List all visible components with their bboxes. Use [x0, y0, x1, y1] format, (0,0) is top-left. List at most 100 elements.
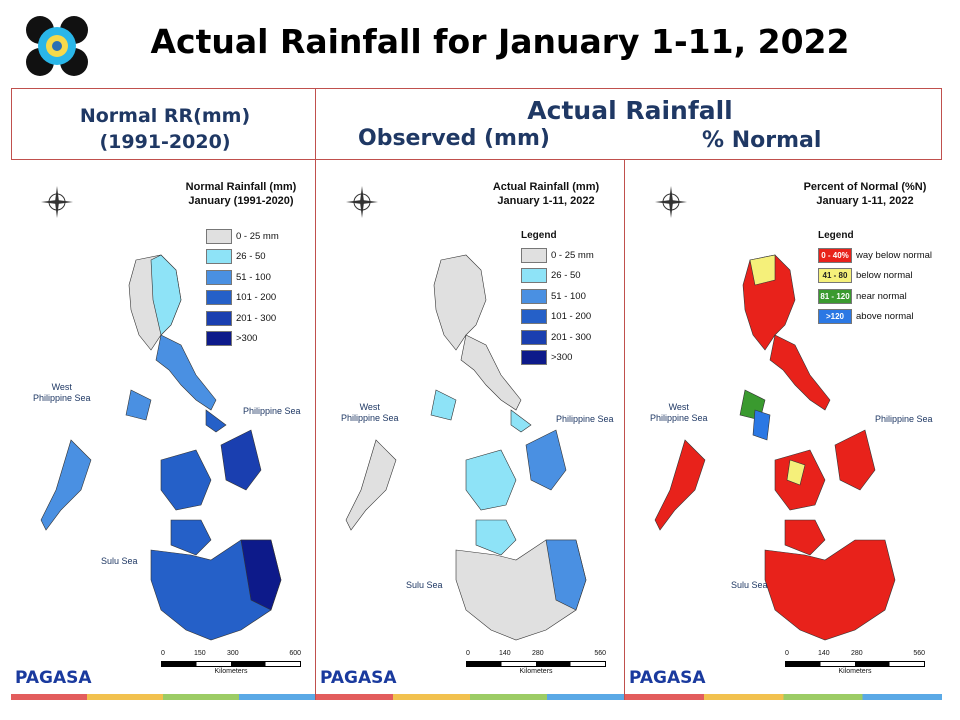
- scale-tick: 0: [466, 650, 470, 657]
- normal-map-title-line1: Normal Rainfall (mm): [185, 181, 297, 193]
- legend-swatch: >120: [818, 309, 852, 325]
- normal-scale-bar: 0 150 300 600 Kilometers: [161, 650, 301, 678]
- color-stripe: [625, 694, 942, 700]
- legend-item: 0 - 25 mm: [521, 245, 594, 266]
- legend-label: above normal: [856, 311, 914, 323]
- dost-logo: [22, 14, 94, 78]
- legend-swatch: [206, 331, 232, 347]
- legend-item: 26 - 50: [206, 247, 279, 268]
- pagasa-logo: PAGASA: [629, 668, 706, 688]
- legend-item: 201 - 300: [521, 327, 594, 348]
- normal-map-title: Normal Rainfall (mm) January (1991-2020): [171, 180, 311, 208]
- percent-normal-header: % Normal: [702, 128, 822, 153]
- normal-south-sea-label: Sulu Sea: [101, 556, 138, 566]
- legend-label: 0 - 25 mm: [236, 230, 279, 242]
- legend-item: >300: [206, 329, 279, 350]
- legend-swatch: [521, 329, 547, 345]
- legend-item: 51 - 100: [521, 286, 594, 307]
- legend-label: 101 - 200: [551, 311, 592, 323]
- percent-scale-bar: 0 140 280 560 Kilometers: [785, 650, 925, 678]
- legend-label: 201 - 300: [551, 331, 592, 343]
- legend-title: Legend: [521, 230, 557, 241]
- scale-tick: 150: [194, 650, 206, 657]
- scale-tick: 560: [594, 650, 606, 657]
- legend-item: >120 above normal: [818, 307, 932, 328]
- legend-item: >300: [521, 348, 594, 369]
- north-arrow-icon: [41, 186, 73, 218]
- actual-south-sea-label: Sulu Sea: [406, 580, 443, 590]
- legend-item: 26 - 50: [521, 266, 594, 287]
- legend-label: 26 - 50: [236, 251, 266, 263]
- percent-map-title: Percent of Normal (%N) January 1-11, 202…: [795, 180, 935, 208]
- legend-label: below normal: [856, 270, 913, 282]
- legend-swatch: [206, 228, 232, 244]
- normal-rainfall-map: [40, 254, 282, 641]
- percent-west-sea-label: West Philippine Sea: [650, 402, 708, 423]
- actual-legend: Legend 0 - 25 mm 26 - 50 51 - 100 101 - 200 2…: [521, 230, 594, 368]
- legend-label: 101 - 200: [236, 292, 277, 304]
- scale-tick: 140: [818, 650, 830, 657]
- legend-swatch: 0 - 40%: [818, 247, 852, 263]
- north-arrow-icon: [655, 186, 687, 218]
- normal-legend: 0 - 25 mm 26 - 50 51 - 100 101 - 200 201 - 3…: [206, 226, 279, 349]
- actual-map-title: Actual Rainfall (mm) January 1-11, 2022: [481, 180, 611, 208]
- scale-unit: Kilometers: [214, 668, 248, 675]
- actual-west-sea-label: West Philippine Sea: [341, 402, 399, 423]
- percent-map-title-line2: January 1-11, 2022: [816, 195, 914, 207]
- legend-label: 0 - 25 mm: [551, 249, 594, 261]
- legend-swatch: [206, 249, 232, 265]
- percent-south-sea-label: Sulu Sea: [731, 580, 768, 590]
- actual-rainfall-header: Actual Rainfall: [527, 96, 733, 125]
- percent-map-title-line1: Percent of Normal (%N): [803, 181, 927, 193]
- actual-rainfall-map-panel: Actual Rainfall (mm) January 1-11, 2022 …: [315, 160, 624, 700]
- scale-unit: Kilometers: [838, 668, 872, 675]
- observed-header: Observed (mm): [358, 126, 550, 151]
- actual-rainfall-map: [345, 254, 587, 641]
- legend-label: 51 - 100: [236, 271, 271, 283]
- slide-title: Actual Rainfall for January 1-11, 2022: [150, 22, 850, 61]
- legend-label: 26 - 50: [551, 270, 581, 282]
- normal-west-sea-label: West Philippine Sea: [33, 382, 91, 403]
- legend-swatch: [521, 247, 547, 263]
- actual-map-title-line2: January 1-11, 2022: [497, 195, 595, 207]
- actual-map-title-line1: Actual Rainfall (mm): [492, 181, 600, 193]
- header-divider: [11, 159, 942, 160]
- legend-item: 0 - 40% way below normal: [818, 245, 932, 266]
- scale-tick: 280: [532, 650, 544, 657]
- color-stripe: [316, 694, 624, 700]
- legend-swatch: [521, 309, 547, 325]
- scale-tick: 0: [785, 650, 789, 657]
- legend-title: Legend: [818, 230, 854, 241]
- percent-legend: Legend 0 - 40% way below normal 41 - 80 belo…: [818, 230, 932, 327]
- normal-header-line1: Normal RR(mm): [79, 105, 251, 127]
- normal-header-line2: (1991-2020): [99, 131, 231, 153]
- normal-header: Normal RR(mm) (1991-2020): [20, 103, 310, 155]
- legend-label: >300: [551, 352, 573, 364]
- scale-tick: 300: [227, 650, 239, 657]
- scale-tick: 560: [913, 650, 925, 657]
- legend-label: 201 - 300: [236, 312, 277, 324]
- legend-swatch: [521, 288, 547, 304]
- legend-label: 51 - 100: [551, 290, 586, 302]
- legend-swatch: [206, 269, 232, 285]
- legend-item: 81 - 120 near normal: [818, 286, 932, 307]
- scale-unit: Kilometers: [519, 668, 553, 675]
- percent-normal-map: [654, 254, 896, 641]
- legend-swatch: [521, 350, 547, 366]
- normal-east-sea-label: Philippine Sea: [243, 406, 301, 416]
- color-stripe: [11, 694, 315, 700]
- legend-item: 51 - 100: [206, 267, 279, 288]
- legend-item: 41 - 80 below normal: [818, 266, 932, 287]
- legend-item: 101 - 200: [206, 288, 279, 309]
- scale-tick: 280: [851, 650, 863, 657]
- legend-swatch: [206, 310, 232, 326]
- legend-swatch: [206, 290, 232, 306]
- percent-normal-map-panel: Percent of Normal (%N) January 1-11, 202…: [624, 160, 942, 700]
- north-arrow-icon: [346, 186, 378, 218]
- normal-rainfall-map-panel: Normal Rainfall (mm) January (1991-2020)…: [11, 160, 315, 700]
- scale-tick: 600: [289, 650, 301, 657]
- percent-east-sea-label: Philippine Sea: [875, 414, 933, 424]
- legend-label: near normal: [856, 290, 907, 302]
- legend-item: 201 - 300: [206, 308, 279, 329]
- actual-scale-bar: 0 140 280 560 Kilometers: [466, 650, 606, 678]
